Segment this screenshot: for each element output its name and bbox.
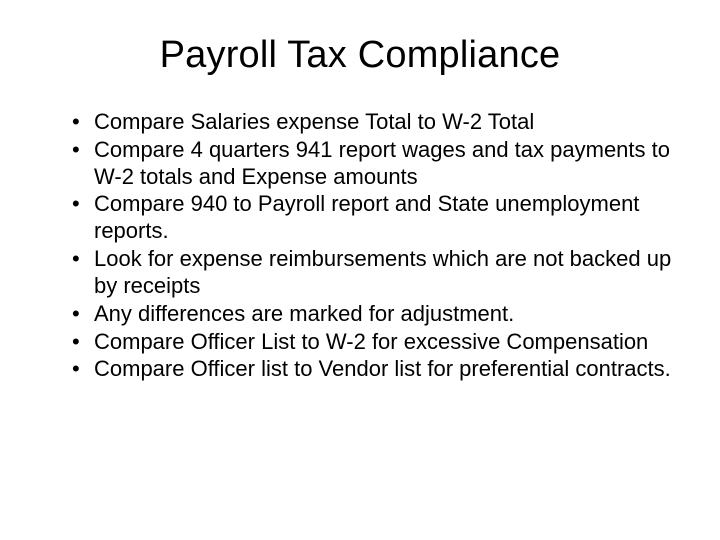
list-item: Compare 940 to Payroll report and State … [72,191,672,245]
list-item: Any differences are marked for adjustmen… [72,301,672,328]
list-item: Look for expense reimbursements which ar… [72,246,672,300]
slide: Payroll Tax Compliance Compare Salaries … [0,0,720,540]
list-item: Compare 4 quarters 941 report wages and … [72,137,672,191]
list-item: Compare Salaries expense Total to W-2 To… [72,109,672,136]
bullet-list: Compare Salaries expense Total to W-2 To… [48,109,672,383]
list-item: Compare Officer List to W-2 for excessiv… [72,329,672,356]
list-item: Compare Officer list to Vendor list for … [72,356,672,383]
slide-title: Payroll Tax Compliance [48,34,672,77]
